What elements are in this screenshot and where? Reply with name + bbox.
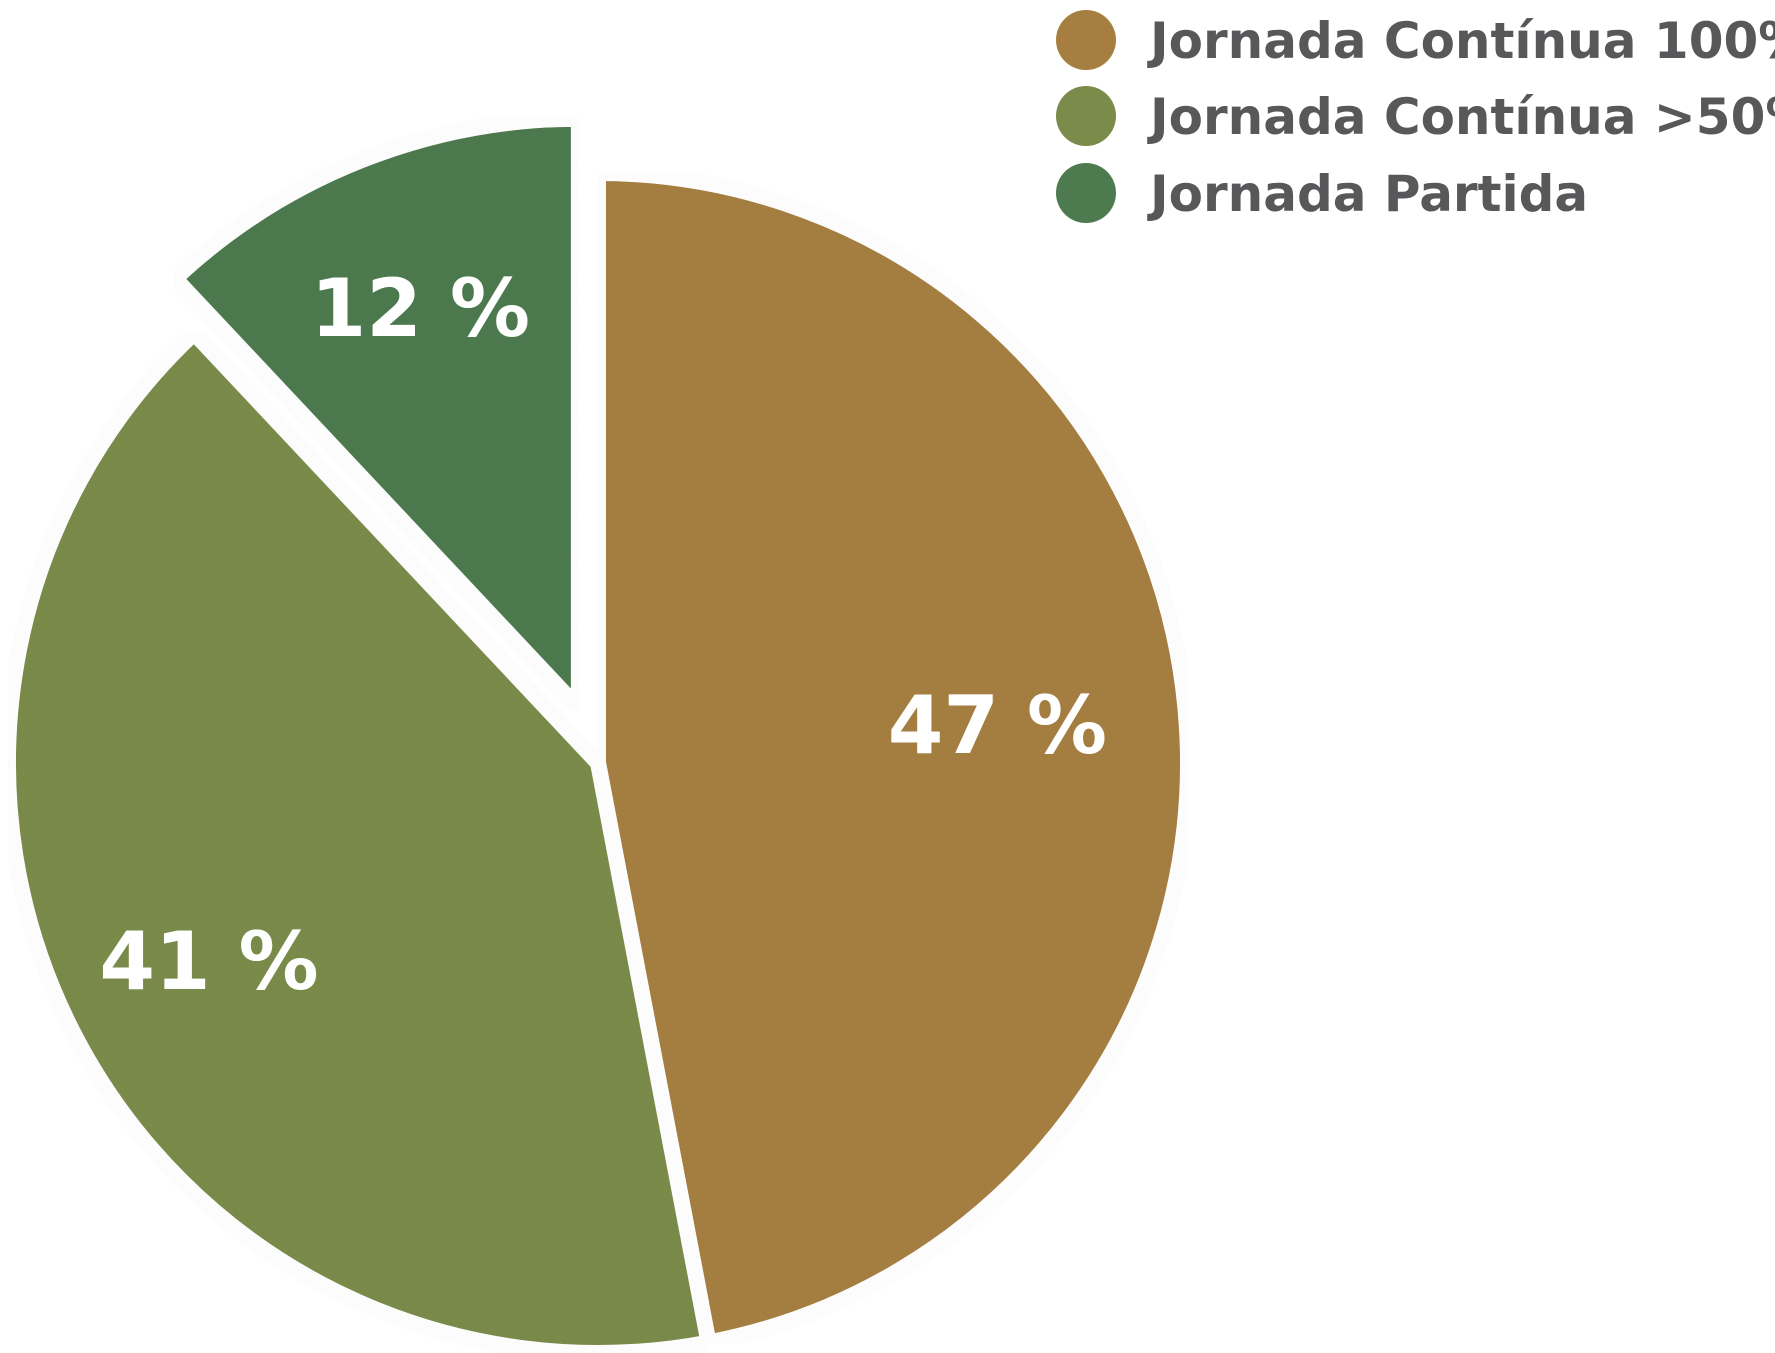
- legend-swatch-jornada-partida: [1056, 163, 1116, 223]
- legend-item-jornada-continua-50: Jornada Contínua >50%: [1056, 86, 1775, 146]
- legend: Jornada Contínua 100% Jornada Contínua >…: [1056, 10, 1775, 223]
- data-label-jornada-continua-50: 41 %: [99, 915, 318, 1008]
- legend-label-jornada-partida: Jornada Partida: [1147, 165, 1588, 223]
- legend-swatch-jornada-continua-100: [1056, 10, 1116, 70]
- legend-label-jornada-continua-100: Jornada Contínua 100%: [1147, 12, 1775, 70]
- pie-slice-jornada-continua-100: [590, 164, 1196, 1352]
- data-label-jornada-continua-100: 47 %: [888, 679, 1107, 772]
- legend-label-jornada-continua-50: Jornada Contínua >50%: [1147, 88, 1775, 146]
- pie-slice-jornada-partida: [163, 110, 587, 729]
- legend-swatch-jornada-continua-50: [1056, 86, 1116, 146]
- data-label-jornada-partida: 12 %: [311, 262, 530, 355]
- legend-item-jornada-partida: Jornada Partida: [1056, 163, 1588, 223]
- legend-item-jornada-continua-100: Jornada Contínua 100%: [1056, 10, 1775, 70]
- pie-slices: [0, 110, 1196, 1353]
- pie-slice-jornada-continua-50: [0, 321, 718, 1353]
- pie-data-labels: 47 % 41 % 12 %: [99, 262, 1107, 1008]
